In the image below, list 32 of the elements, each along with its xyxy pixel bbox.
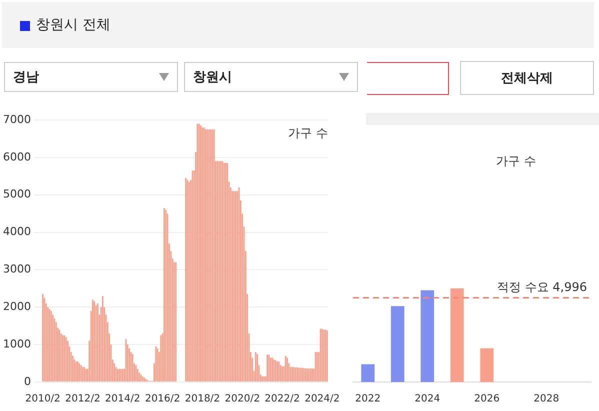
annotation: 가구 수	[288, 126, 328, 140]
x-tick-label: 2028	[534, 394, 560, 405]
y-tick-label: 6000	[2, 150, 31, 164]
x-tick-label: 2016/2	[144, 394, 180, 405]
x-tick-label: 2018/2	[184, 394, 220, 405]
text: 창원시	[193, 69, 232, 86]
text: 가구 수	[496, 154, 536, 168]
ref-line-label: 적정 수요 4,996	[497, 280, 587, 294]
x-tick-label: 2024	[414, 394, 440, 405]
y-tick-label: 4000	[2, 225, 31, 238]
y-tick-label: 3000	[2, 262, 31, 276]
x-tick-label: 2022/2	[264, 394, 300, 405]
bar	[420, 290, 434, 382]
y-tick-label: 7000	[2, 112, 31, 126]
x-tick-label: 2012/2	[65, 394, 100, 405]
bar	[390, 306, 404, 382]
y-tick-label: 0	[24, 374, 31, 388]
x-tick-label: 2010/2	[25, 394, 60, 405]
y-tick-label: 2000	[2, 300, 31, 313]
bar	[361, 364, 375, 382]
text: 경남	[13, 69, 39, 86]
bar	[480, 348, 494, 382]
chart-title: 창원시 전체	[36, 16, 110, 34]
x-tick-label: 2014/2	[105, 394, 140, 405]
x-tick-label: 2020/2	[224, 394, 260, 405]
x-tick-label: 2024/2	[304, 394, 340, 405]
text: 전체삭제	[460, 61, 594, 95]
x-tick-label: 2022	[355, 394, 381, 405]
y-tick-label: 5000	[2, 188, 31, 201]
x-tick-label: 2026	[474, 394, 500, 405]
y-tick-label: 1000	[2, 337, 31, 350]
bar	[450, 288, 464, 382]
